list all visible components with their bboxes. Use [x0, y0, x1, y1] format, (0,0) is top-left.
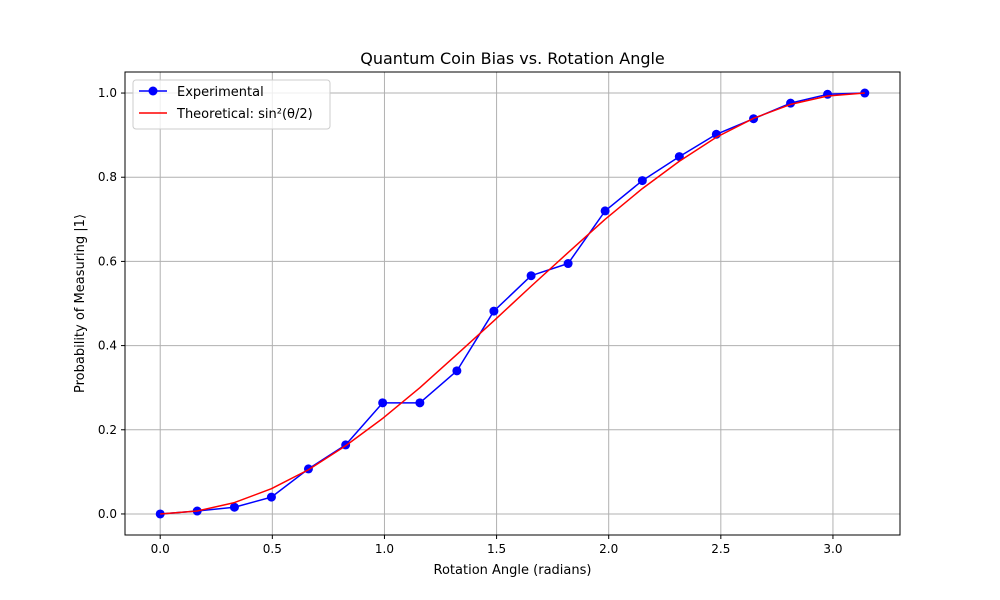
- legend-box: [132, 79, 331, 130]
- x-tick-label: 2.5: [711, 542, 730, 556]
- data-point-experimental: [155, 509, 165, 519]
- x-tick-label: 0.5: [263, 542, 282, 556]
- data-point-experimental: [415, 398, 425, 408]
- x-tick-label: 2.0: [599, 542, 618, 556]
- series-layer: [155, 88, 870, 519]
- y-tick-label: 0.4: [98, 339, 117, 353]
- chart-title: Quantum Coin Bias vs. Rotation Angle: [360, 49, 665, 68]
- legend: Experimental Theoretical: sin²(θ/2): [132, 79, 331, 130]
- series-line-theoretical: [160, 92, 865, 515]
- x-tick-label: 0.0: [151, 542, 170, 556]
- data-point-experimental: [489, 306, 499, 316]
- y-tick-label: 0.8: [98, 170, 117, 184]
- x-axis-title: Rotation Angle (radians): [434, 563, 592, 578]
- grid: [125, 72, 900, 535]
- y-tick-label: 0.6: [98, 254, 117, 268]
- data-point-experimental: [266, 492, 276, 502]
- x-tick-label: 1.0: [375, 542, 394, 556]
- data-point-experimental: [600, 206, 610, 216]
- data-point-experimental: [526, 271, 536, 281]
- data-point-experimental: [674, 152, 684, 162]
- x-tick-label: 3.0: [823, 542, 842, 556]
- x-tick-label: 1.5: [487, 542, 506, 556]
- data-point-experimental: [860, 88, 870, 98]
- data-point-experimental: [563, 259, 573, 269]
- y-axis-title: Probability of Measuring |1⟩: [73, 214, 88, 393]
- data-point-experimental: [452, 366, 462, 376]
- y-tick-label: 0.0: [98, 507, 117, 521]
- data-point-experimental: [229, 502, 239, 512]
- data-point-experimental: [378, 398, 388, 408]
- legend-label-theoretical: Theoretical: sin²(θ/2): [176, 107, 313, 122]
- data-point-experimental: [637, 176, 647, 186]
- legend-label-experimental: Experimental: [177, 85, 264, 100]
- y-tick-label: 1.0: [98, 86, 117, 100]
- legend-marker-experimental: [148, 86, 158, 96]
- y-tick-label: 0.2: [98, 423, 117, 437]
- axis-ticks: 0.0 0.5 1.0 1.5 2.0 2.5 3.0 0.0 0.2 0.4 0.6 0.8 1.0: [98, 86, 843, 556]
- plot-frame: [124, 71, 901, 536]
